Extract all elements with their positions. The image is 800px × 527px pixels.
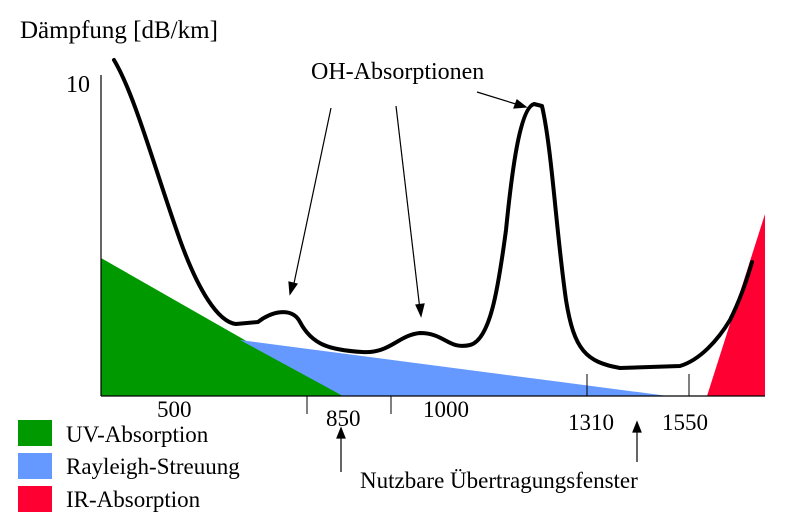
y-tick-10: 10 <box>66 72 90 98</box>
x-tick-label-850: 850 <box>326 406 361 431</box>
legend-swatch-uv <box>18 420 52 446</box>
oh-annotation-label: OH-Absorptionen <box>311 59 484 85</box>
x-tick-label-500: 500 <box>157 397 192 422</box>
window-annotation-label: Nutzbare Übertragungsfenster <box>360 468 638 493</box>
legend-swatch-ir <box>18 486 52 512</box>
x-tick-label-1000: 1000 <box>423 397 469 422</box>
x-tick-label-1550: 1550 <box>662 410 708 435</box>
rayleigh-scattering-area <box>240 340 668 396</box>
window-arrows <box>336 420 642 472</box>
x-tick-label-1310: 1310 <box>568 410 614 435</box>
y-axis-label: Dämpfung [dB/km] <box>20 17 218 44</box>
attenuation-curve <box>112 58 754 370</box>
legend-label-rayleigh: Rayleigh-Streuung <box>66 454 240 479</box>
legend: UV-Absorption Rayleigh-Streuung IR-Absor… <box>18 420 240 512</box>
legend-swatch-rayleigh <box>18 453 52 479</box>
legend-label-uv: UV-Absorption <box>66 422 209 447</box>
oh-arrows <box>288 91 528 318</box>
legend-label-ir: IR-Absorption <box>66 487 201 512</box>
